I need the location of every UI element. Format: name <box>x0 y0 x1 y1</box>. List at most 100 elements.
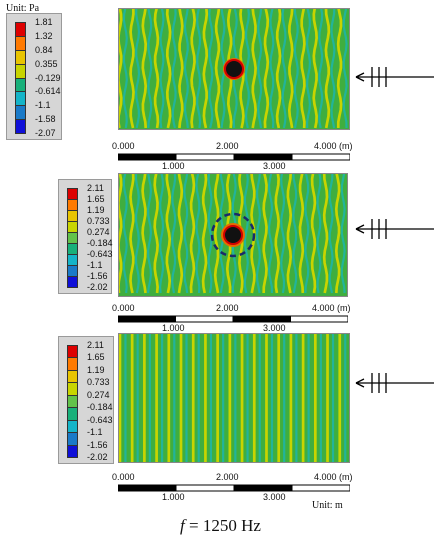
wavefront-crest <box>153 173 159 294</box>
legend-swatch <box>15 105 26 121</box>
wavefront-trough <box>268 173 274 294</box>
wavefront-trough <box>185 333 188 463</box>
wavefront-crest <box>240 333 244 463</box>
wavefront-trough <box>292 173 298 294</box>
wavefront-crest <box>286 173 293 294</box>
legend-panel-1: 1.81 1.32 0.84 0.355 -0.129 -0.614 -1.1 -1.58 -2… <box>6 13 62 140</box>
arrow-head <box>355 224 365 234</box>
wavefront-crest <box>189 173 196 294</box>
legend-value: 0.274 <box>87 389 110 400</box>
wavefront-crest <box>213 173 220 294</box>
wavefront-crest <box>263 8 270 129</box>
wavefront-crest <box>274 173 280 294</box>
wavefront-crest <box>322 173 329 294</box>
scale-tick-3-0: 0.000 <box>112 472 135 482</box>
wavefront-crest <box>141 8 148 129</box>
wavefront-crest <box>216 333 219 463</box>
wavefront-crest <box>265 333 268 463</box>
wavefront-crest <box>118 8 123 129</box>
legend-value: 1.19 <box>87 364 105 375</box>
legend-swatch <box>67 419 78 434</box>
wavefront-trough <box>136 333 139 463</box>
legend-value: -2.02 <box>87 282 108 292</box>
legend-value: -1.58 <box>35 114 56 125</box>
scale-tick-2-1: 1.000 <box>162 323 185 333</box>
wavefront-crest <box>287 8 294 129</box>
wavefront-trough <box>148 333 151 463</box>
wavefront-trough <box>281 8 287 129</box>
wavefront-trough <box>328 173 334 294</box>
wavefront-crest <box>338 333 342 463</box>
scale-segment <box>175 315 234 323</box>
legend-value: 1.65 <box>87 352 105 363</box>
wavefront-trough <box>122 173 128 294</box>
wavefront-crest <box>228 333 232 463</box>
legend-value: -0.614 <box>35 86 61 97</box>
arrow-head <box>355 72 365 82</box>
scale-segment <box>175 153 235 161</box>
wavefront-trough <box>293 8 299 129</box>
wavefront-crest <box>289 333 293 463</box>
wavefront-crest <box>275 8 282 129</box>
legend-value: 2.11 <box>87 183 104 193</box>
wavefront-crest <box>165 8 172 129</box>
legend-swatch <box>67 432 78 446</box>
pressure-field-panel-2 <box>118 173 348 297</box>
wavefront-trough <box>195 8 202 129</box>
legend-panel-3: 2.11 1.65 1.19 0.733 0.274 -0.184 -0.643 -1.1 -1… <box>58 336 114 464</box>
scale-segment <box>233 153 293 161</box>
frequency-value: = 1250 Hz <box>184 516 261 535</box>
wavefront-trough <box>122 8 128 129</box>
wavefront-trough <box>283 333 286 463</box>
wavefront-crest <box>143 333 146 463</box>
unit-label-bottom: Unit: m <box>312 500 343 511</box>
wavefront-trough <box>171 8 177 129</box>
wavefront-crest <box>324 8 331 129</box>
scale-bar-panel-2 <box>118 315 348 323</box>
wavefront-crest <box>191 333 195 463</box>
wavefront-trough <box>209 333 213 463</box>
legend-value: -0.643 <box>87 249 113 259</box>
wavefront-crest <box>250 173 256 294</box>
wavefront-trough <box>304 173 310 294</box>
legend-swatch <box>15 22 26 37</box>
wavefront-crest <box>300 8 306 129</box>
wavefront-crest <box>277 333 281 463</box>
pressure-field-panel-1 <box>118 8 350 130</box>
wavefront-crest <box>336 8 343 128</box>
wavefront-trough <box>305 8 312 129</box>
legend-value: 0.274 <box>87 227 110 237</box>
wavefront-crest <box>202 8 209 129</box>
legend-value: -0.643 <box>87 414 113 425</box>
legend-value: 2.11 <box>87 340 104 350</box>
legend-value: -1.1 <box>35 100 51 111</box>
field-border <box>118 173 348 297</box>
unit-label-top: Unit: Pa <box>6 3 40 14</box>
wavefront-trough <box>255 173 261 294</box>
frequency-caption: f = 1250 Hz <box>0 516 441 536</box>
wavefront-crest <box>190 8 196 129</box>
wavefront-crest <box>204 333 207 463</box>
wavefront-trough <box>342 8 348 129</box>
scale-tick-3-2: 2.000 <box>216 472 239 482</box>
wavefront-trough <box>269 8 275 129</box>
wavefront-trough <box>330 8 336 129</box>
wavefront-crest <box>262 173 268 294</box>
legend-value: 1.81 <box>35 17 53 27</box>
legend-swatch <box>67 407 78 421</box>
scale-segment <box>118 484 177 492</box>
legend-value: -2.02 <box>87 452 108 462</box>
scale-segment <box>233 484 293 492</box>
legend-value: 0.733 <box>87 377 110 388</box>
wavefront-crest <box>251 8 257 129</box>
wavefront-trough <box>171 173 177 294</box>
legend-swatch <box>15 77 26 93</box>
wavefront-crest <box>179 333 183 463</box>
wavefront-trough <box>257 8 263 129</box>
wavefront-trough <box>234 333 237 463</box>
wavefront-trough <box>244 8 251 129</box>
wavefront-trough <box>197 333 200 463</box>
legend-swatch <box>15 35 26 51</box>
wavefront-crest <box>167 333 171 463</box>
legend-value: -0.129 <box>35 72 61 83</box>
